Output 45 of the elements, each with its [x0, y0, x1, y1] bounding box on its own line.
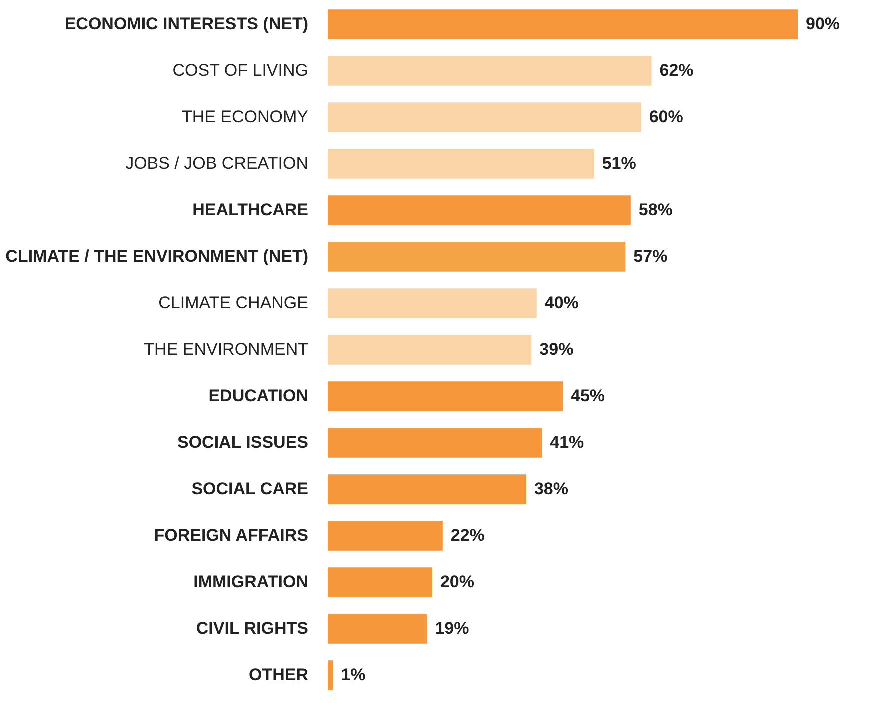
data-label: 62%	[660, 61, 694, 80]
data-label: 45%	[571, 386, 606, 406]
bar	[328, 382, 563, 412]
bar	[328, 614, 428, 644]
bar	[328, 428, 542, 458]
bar	[328, 288, 537, 318]
bar	[328, 196, 631, 226]
y-tick-label: JOBS / JOB CREATION	[126, 154, 308, 174]
bar	[328, 660, 334, 690]
y-tick-label: COST OF LIVING	[172, 61, 308, 80]
data-label: 40%	[544, 294, 579, 313]
data-label: 51%	[602, 154, 636, 174]
y-tick-label: CLIMATE / THE ENVIRONMENT (NET)	[6, 247, 308, 266]
data-label: 1%	[341, 665, 366, 684]
y-tick-label: THE ECONOMY	[182, 108, 308, 127]
bar	[328, 56, 652, 86]
bar	[328, 521, 443, 551]
y-tick-label: CIVIL RIGHTS	[196, 618, 308, 638]
y-tick-label: SOCIAL ISSUES	[178, 432, 308, 452]
data-label: 38%	[534, 479, 568, 498]
y-tick-label: HEALTHCARE	[192, 200, 308, 220]
y-tick-label: ECONOMIC INTERESTS (NET)	[64, 14, 308, 34]
bar	[328, 10, 798, 40]
data-label: 19%	[435, 618, 470, 638]
data-label: 20%	[440, 572, 474, 592]
data-label: 90%	[806, 14, 840, 34]
data-label: 41%	[550, 432, 584, 452]
data-label: 57%	[634, 247, 668, 266]
bar	[328, 568, 432, 598]
data-label: 39%	[540, 340, 574, 359]
y-tick-label: SOCIAL CARE	[192, 479, 308, 498]
y-tick-label: OTHER	[249, 665, 308, 684]
data-label: 22%	[450, 526, 485, 545]
bar	[328, 242, 626, 272]
y-tick-label: EDUCATION	[208, 386, 308, 406]
y-tick-label: THE ENVIRONMENT	[144, 340, 308, 359]
bar	[328, 474, 526, 504]
data-label: 60%	[649, 108, 684, 127]
y-tick-label: CLIMATE CHANGE	[158, 294, 308, 313]
y-tick-label: FOREIGN AFFAIRS	[154, 526, 308, 545]
y-tick-label: IMMIGRATION	[194, 572, 308, 592]
bar	[328, 149, 594, 179]
bar	[328, 102, 642, 132]
bar	[328, 335, 532, 365]
data-label: 58%	[638, 200, 673, 220]
